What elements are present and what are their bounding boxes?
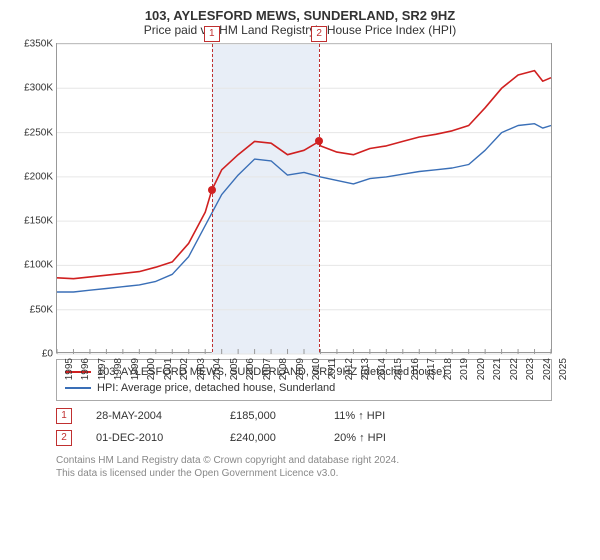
shaded-band: [212, 44, 319, 354]
x-tick-label: 2025: [558, 358, 569, 380]
marker-line: [319, 44, 320, 352]
x-tick-label: 2010: [311, 358, 322, 380]
sale-pct: 20% ↑ HPI: [334, 432, 424, 444]
plot-svg: [57, 44, 551, 352]
sales-table: 1 28-MAY-2004 £185,000 11% ↑ HPI 2 01-DEC-201…: [56, 405, 552, 449]
x-tick-label: 2021: [492, 358, 503, 380]
x-tick-label: 2012: [344, 358, 355, 380]
x-tick-label: 2005: [229, 358, 240, 380]
x-tick-label: 2003: [196, 358, 207, 380]
sale-point: [208, 186, 216, 194]
x-tick-label: 2001: [163, 358, 174, 380]
sale-id-box: 2: [56, 430, 72, 446]
x-tick-label: 2019: [459, 358, 470, 380]
y-tick-label: £50K: [30, 304, 57, 315]
x-tick-label: 2013: [361, 358, 372, 380]
y-tick-label: £150K: [24, 216, 57, 227]
y-tick-label: £200K: [24, 171, 57, 182]
marker-chip: 2: [311, 26, 327, 42]
legend-item: HPI: Average price, detached house, Sund…: [65, 380, 543, 396]
sale-row: 2 01-DEC-2010 £240,000 20% ↑ HPI: [56, 427, 552, 449]
y-tick-label: £100K: [24, 260, 57, 271]
footer: Contains HM Land Registry data © Crown c…: [56, 455, 552, 480]
x-tick-label: 2004: [212, 358, 223, 380]
x-tick-label: 2016: [410, 358, 421, 380]
x-tick-label: 2022: [509, 358, 520, 380]
x-tick-label: 1997: [97, 358, 108, 380]
y-tick-label: £0: [42, 349, 57, 360]
x-tick-label: 2011: [327, 358, 338, 380]
x-tick-label: 2015: [393, 358, 404, 380]
footer-line-2: This data is licensed under the Open Gov…: [56, 468, 552, 481]
x-tick-label: 2018: [443, 358, 454, 380]
sale-price: £185,000: [230, 410, 310, 422]
x-tick-label: 2006: [245, 358, 256, 380]
sale-row: 1 28-MAY-2004 £185,000 11% ↑ HPI: [56, 405, 552, 427]
y-tick-label: £250K: [24, 127, 57, 138]
sale-price: £240,000: [230, 432, 310, 444]
x-tick-label: 2007: [262, 358, 273, 380]
x-tick-label: 2024: [542, 358, 553, 380]
marker-chip: 1: [204, 26, 220, 42]
page-subtitle: Price paid vs. HM Land Registry's House …: [12, 23, 588, 37]
x-tick-label: 1995: [64, 358, 75, 380]
legend-label: HPI: Average price, detached house, Sund…: [97, 382, 335, 394]
sale-date: 01-DEC-2010: [96, 432, 206, 444]
y-tick-label: £350K: [24, 39, 57, 50]
page-title: 103, AYLESFORD MEWS, SUNDERLAND, SR2 9HZ: [12, 8, 588, 23]
x-tick-label: 1998: [114, 358, 125, 380]
marker-line: [212, 44, 213, 352]
legend-swatch: [65, 387, 91, 389]
x-tick-label: 2000: [146, 358, 157, 380]
sale-date: 28-MAY-2004: [96, 410, 206, 422]
chart-area: £0£50K£100K£150K£200K£250K£300K£350K1995…: [56, 43, 552, 353]
sale-pct: 11% ↑ HPI: [334, 410, 424, 422]
x-tick-label: 1996: [81, 358, 92, 380]
x-tick-label: 2009: [295, 358, 306, 380]
footer-line-1: Contains HM Land Registry data © Crown c…: [56, 455, 552, 468]
y-tick-label: £300K: [24, 83, 57, 94]
plot: £0£50K£100K£150K£200K£250K£300K£350K1995…: [56, 43, 552, 353]
sale-point: [315, 137, 323, 145]
x-tick-label: 2020: [476, 358, 487, 380]
sale-id-box: 1: [56, 408, 72, 424]
x-tick-label: 2002: [179, 358, 190, 380]
x-tick-label: 2008: [278, 358, 289, 380]
x-tick-label: 1999: [130, 358, 141, 380]
x-tick-label: 2023: [525, 358, 536, 380]
x-tick-label: 2014: [377, 358, 388, 380]
x-tick-label: 2017: [426, 358, 437, 380]
